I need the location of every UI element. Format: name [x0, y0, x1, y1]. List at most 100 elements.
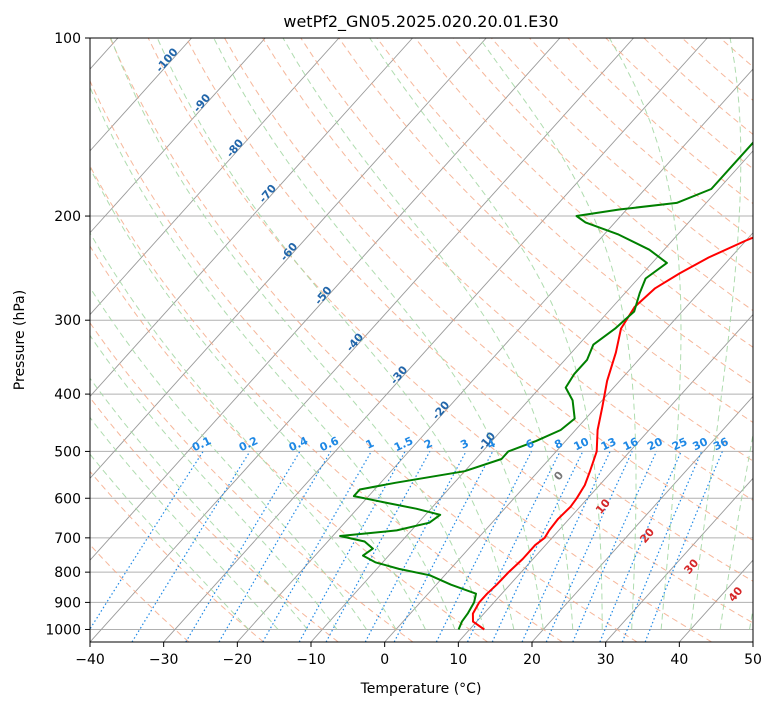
mixing-ratio-label: 3 [458, 437, 470, 452]
mixing-ratio-line [466, 451, 561, 642]
plot-area: 0.1 0.2 0.4 0.6 1 1.5 2 3 4 6 8 10 13 16 20 25 30 36-100-… [89, 37, 775, 643]
x-tick-label: 40 [670, 652, 688, 668]
isotherm-line [90, 38, 340, 316]
mixing-ratio-line [90, 451, 204, 631]
chart-title: wetPf2_GN05.2025.020.20.01.E30 [283, 12, 558, 32]
mixing-ratio-label: 25 [670, 435, 689, 453]
isotherm-line [310, 150, 753, 642]
moist-adiabat-line [110, 38, 485, 630]
dry-adiabat-line [90, 245, 488, 642]
mixing-ratio-label: 1 [364, 437, 376, 452]
isotherm-line [236, 68, 753, 642]
x-tick-label: 0 [380, 652, 389, 668]
dry-adiabat-line [376, 38, 753, 386]
temperature-line [471, 236, 753, 631]
moist-adiabat-line [90, 453, 249, 630]
moist-adiabat-line [690, 38, 742, 630]
mixing-ratio-line [491, 451, 584, 642]
y-tick-label: 700 [54, 531, 81, 547]
isotherm-line [90, 38, 192, 152]
background-lines [90, 38, 775, 642]
x-axis-label: Temperature (°C) [360, 681, 482, 697]
isotherm-line [90, 38, 413, 398]
mixing-ratio-label: 30 [691, 435, 711, 453]
isotherm-line [90, 38, 634, 642]
moist-adiabat-line [156, 38, 515, 630]
mixing-ratio-line [572, 451, 658, 642]
dry-adiabat-line [758, 38, 775, 642]
isotherm-line [752, 641, 753, 642]
dry-adiabat-line [90, 470, 264, 642]
isotherm-line [605, 477, 753, 642]
dry-adiabat-line [414, 38, 753, 348]
isotherm-line [90, 38, 561, 561]
isotherm-line [90, 38, 266, 234]
mixing-ratio-line [435, 451, 533, 642]
mixing-ratio-line [644, 451, 723, 642]
dewpoint-line [339, 141, 753, 630]
y-tick-label: 800 [54, 565, 81, 581]
dry-adiabat-line [90, 544, 190, 642]
moist-adiabat-label: 0 [551, 469, 566, 483]
dry-adiabat-label: -70 [256, 182, 279, 206]
dry-adiabat-line [109, 38, 712, 642]
x-tick-label: −40 [75, 652, 105, 668]
moist-adiabat-line [478, 38, 637, 630]
y-tick-label: 500 [54, 444, 81, 460]
mixing-ratio-line [621, 451, 703, 642]
dry-adiabat-line [262, 38, 753, 501]
mixing-ratio-label: 6 [524, 437, 537, 452]
dry-adiabat-label: -80 [224, 136, 247, 160]
mixing-ratio-label: 13 [599, 435, 618, 453]
y-tick-label: 900 [54, 595, 81, 611]
moist-adiabat-line [90, 286, 367, 630]
mixing-ratio-label: 36 [711, 435, 731, 453]
dry-adiabat-label: -30 [388, 363, 411, 387]
dry-adiabat-line [224, 38, 753, 541]
y-tick-label: 100 [54, 31, 81, 47]
dry-adiabat-line [643, 38, 753, 135]
isotherm-line [457, 313, 753, 642]
y-axis-label: Pressure (hPa) [12, 290, 28, 390]
dry-adiabat-line [90, 322, 414, 642]
isotherm-line [163, 38, 708, 642]
dry-adiabat-line [452, 38, 753, 312]
dry-adiabat-line [90, 165, 563, 642]
mixing-ratio-line [298, 451, 406, 642]
y-tick-label: 300 [54, 313, 81, 329]
y-tick-label: 200 [54, 209, 81, 225]
x-tick-label: −10 [296, 652, 326, 668]
moist-adiabat-label: 30 [682, 556, 702, 576]
dry-adiabat-line [491, 38, 753, 276]
moist-adiabat-line [282, 38, 574, 630]
moist-adiabat-line [90, 334, 338, 630]
moist-adiabat-line [608, 38, 682, 630]
mixing-ratio-label: 16 [621, 435, 641, 453]
moist-adiabat-line [369, 38, 603, 630]
x-tick-label: 20 [523, 652, 541, 668]
isotherm-line [90, 38, 487, 479]
mixing-ratio-label: 2 [422, 437, 434, 452]
axes: −40 −30 −20 −10 0 10 20 30 40 5010020030040050060… [45, 31, 762, 668]
mixing-ratio-label: 10 [572, 435, 592, 453]
moist-adiabat-line [90, 231, 397, 630]
dry-adiabat-label: -60 [278, 240, 301, 264]
dry-adiabat-label: -50 [312, 284, 335, 308]
x-tick-label: −30 [149, 652, 179, 668]
dry-adiabat-line [605, 38, 753, 170]
dry-adiabat-line [147, 38, 753, 624]
dry-adiabat-label: -100 [153, 45, 181, 75]
y-tick-label: 600 [54, 491, 81, 507]
moist-adiabat-label: 20 [637, 525, 657, 545]
plot-frame [89, 37, 754, 643]
x-tick-label: 30 [597, 652, 615, 668]
mixing-ratio-line [325, 451, 431, 642]
x-tick-label: 10 [449, 652, 467, 668]
mixing-ratio-line [131, 451, 251, 642]
y-tick-label: 400 [54, 387, 81, 403]
dry-adiabat-line [90, 396, 339, 642]
mixing-ratio-label: 20 [645, 435, 665, 453]
mixing-ratio-line [545, 451, 633, 642]
mixing-ratio-line [262, 451, 372, 642]
